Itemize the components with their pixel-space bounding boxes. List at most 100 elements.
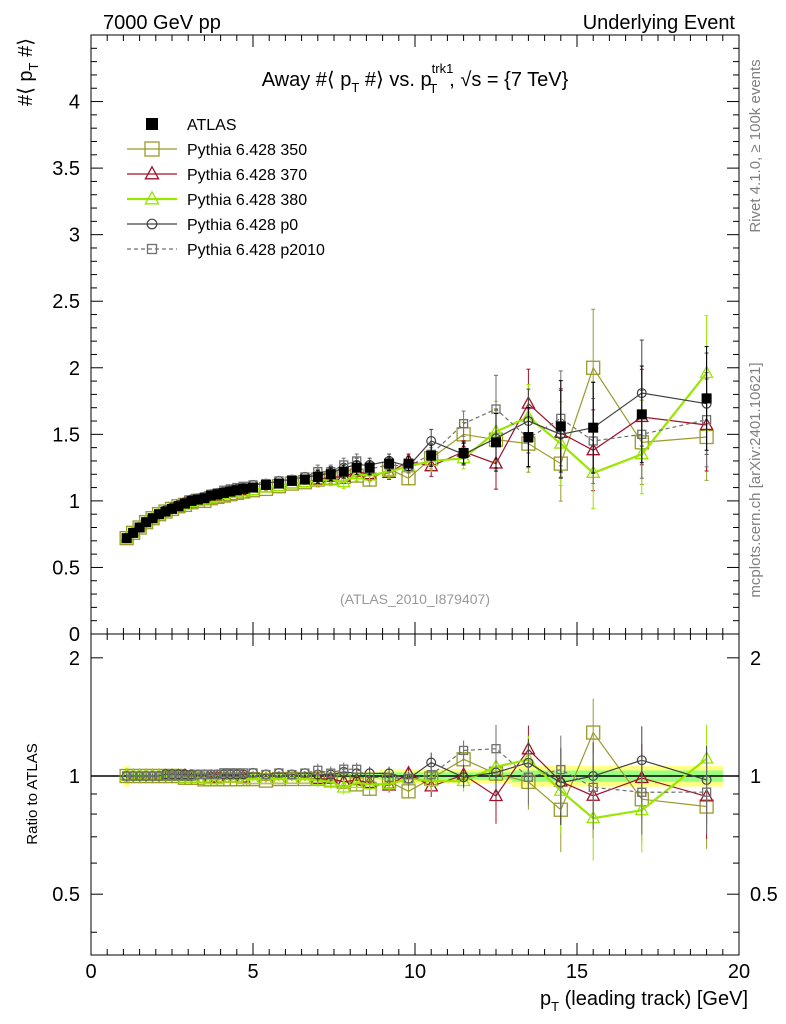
data-point (523, 431, 534, 442)
data-point (313, 765, 323, 775)
data-point (144, 165, 160, 180)
series-pythia-6-428-350 (119, 308, 714, 546)
data-point (128, 527, 139, 538)
y-tick-label: 2 (69, 358, 80, 380)
y-axis-label-main: #⟨ pT #⟩ (15, 38, 41, 106)
data-point (458, 772, 469, 783)
data-point (238, 768, 248, 778)
data-point (636, 409, 647, 420)
x-tick-label: 5 (247, 961, 258, 983)
data-point (245, 771, 261, 785)
legend-item: ATLAS (146, 117, 237, 134)
data-point (121, 533, 132, 544)
ratio-tick-label-right: 1 (750, 766, 761, 788)
data-point (199, 769, 210, 779)
data-point (134, 771, 145, 781)
data-point (271, 771, 287, 785)
legend-label: Pythia 6.428 380 (187, 192, 307, 209)
data-point (339, 764, 349, 774)
data-point (362, 467, 377, 481)
ratio-series-pythia-6-428-p2010 (121, 724, 712, 835)
data-point (231, 485, 242, 496)
analysis-label: (ATLAS_2010_I879407) (340, 591, 490, 607)
data-point (384, 458, 395, 469)
y-tick-label: 2.5 (52, 291, 80, 313)
data-point (180, 771, 190, 781)
data-point (260, 479, 271, 490)
data-point (146, 118, 158, 130)
data-point (349, 775, 364, 789)
data-point (286, 475, 297, 486)
header-right: Underlying Event (583, 12, 736, 34)
data-point (154, 771, 164, 781)
series-line (126, 408, 707, 539)
data-point (186, 771, 197, 781)
data-point (491, 437, 501, 448)
data-point (364, 462, 375, 473)
legend-label: ATLAS (187, 117, 237, 134)
data-point (273, 478, 284, 489)
data-point (146, 218, 158, 230)
legend-item: Pythia 6.428 370 (127, 165, 307, 184)
ratio-tick-label: 2 (69, 648, 80, 670)
data-point (426, 770, 436, 780)
data-point (364, 772, 375, 783)
data-point (403, 458, 414, 469)
data-point (310, 772, 325, 786)
data-point (403, 774, 414, 784)
data-point (426, 450, 437, 461)
data-point (248, 768, 258, 778)
data-point (488, 788, 504, 802)
data-point (349, 466, 364, 480)
y-tick-label: 3.5 (52, 158, 80, 180)
data-point (336, 474, 351, 488)
data-point (381, 776, 397, 790)
data-point (218, 487, 229, 498)
y-tick-label: 0.5 (52, 557, 80, 579)
data-point (297, 771, 312, 785)
ratio-tick-label-right: 2 (750, 648, 761, 670)
data-point (338, 466, 349, 477)
y-tick-label: 3 (69, 225, 80, 247)
data-point (212, 769, 223, 780)
data-point (637, 787, 647, 797)
data-point (458, 447, 469, 458)
data-point (121, 771, 132, 781)
data-point (586, 360, 601, 375)
data-point (336, 779, 351, 793)
data-point (160, 506, 171, 517)
data-point (160, 771, 171, 781)
data-point (287, 769, 297, 780)
data-point (147, 771, 158, 781)
data-point (147, 513, 158, 524)
data-point (299, 474, 310, 485)
data-point (458, 745, 469, 756)
data-point (134, 522, 145, 533)
data-point (326, 768, 336, 778)
data-point (144, 190, 160, 205)
data-point (146, 243, 158, 255)
data-point (424, 773, 439, 787)
ratio-tick-label: 0.5 (52, 884, 80, 906)
series-atlas (121, 346, 712, 544)
data-point (144, 141, 160, 157)
data-point (225, 768, 235, 778)
data-point (141, 517, 152, 528)
data-point (701, 787, 712, 797)
series-pythia-6-428-370 (119, 368, 714, 544)
data-point (154, 509, 165, 520)
data-point (205, 490, 216, 501)
data-point (179, 498, 190, 509)
x-axis-label: pT (leading track) [GeV] (540, 988, 748, 1014)
data-point (384, 772, 394, 782)
legend: ATLAS Pythia 6.428 350 Pythia 6.428 370 Pyt… (127, 117, 325, 259)
data-point (261, 769, 271, 780)
legend-item: Pythia 6.428 350 (127, 141, 307, 159)
header-left: 7000 GeV pp (103, 12, 221, 34)
data-point (173, 501, 184, 512)
data-point (352, 764, 362, 774)
rivet-label: Rivet 4.1.0, ≥ 100k events (747, 59, 764, 232)
ratio-tick-label: 1 (69, 766, 80, 788)
data-point (225, 486, 236, 497)
